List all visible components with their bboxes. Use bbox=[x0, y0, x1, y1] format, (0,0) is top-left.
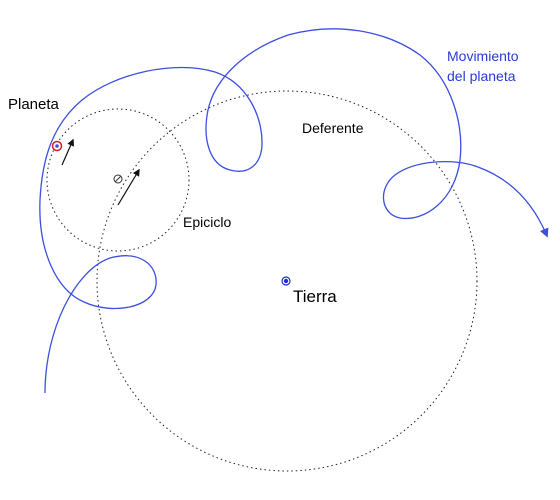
planet-motion-label-line2: del planeta bbox=[447, 68, 516, 84]
deferent-label: Deferente bbox=[302, 120, 364, 136]
deferent-circle bbox=[96, 90, 478, 472]
earth-label: Tierra bbox=[293, 287, 337, 306]
planet-motion-arrow bbox=[61, 138, 74, 166]
epicycle-label: Epiciclo bbox=[183, 214, 232, 230]
earth-marker bbox=[281, 276, 291, 286]
planet-trajectory bbox=[39, 28, 549, 394]
epicycle-motion-arrow bbox=[117, 168, 140, 206]
planet-motion-label-line1: Movimiento bbox=[447, 48, 519, 64]
epicycle-center-marker bbox=[113, 174, 123, 184]
planet-label: Planeta bbox=[8, 96, 59, 113]
epicycle-circle bbox=[46, 108, 190, 252]
planet-marker bbox=[51, 140, 63, 152]
